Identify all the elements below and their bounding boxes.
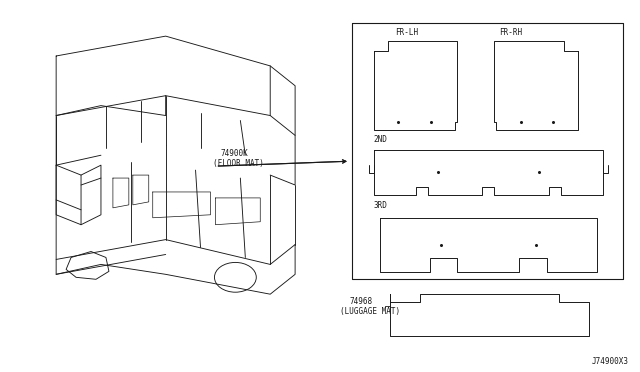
- Text: FR-RH: FR-RH: [500, 28, 523, 37]
- Text: 74968: 74968: [350, 297, 373, 306]
- Text: 74900K: 74900K: [220, 149, 248, 158]
- Text: FR-LH: FR-LH: [395, 28, 418, 37]
- Text: 3RD: 3RD: [374, 201, 388, 210]
- Text: (LUGGAGE MAT): (LUGGAGE MAT): [340, 307, 400, 316]
- Text: 2ND: 2ND: [374, 135, 388, 144]
- Text: J74900X3: J74900X3: [591, 357, 628, 366]
- Text: (FLOOR MAT): (FLOOR MAT): [214, 159, 264, 168]
